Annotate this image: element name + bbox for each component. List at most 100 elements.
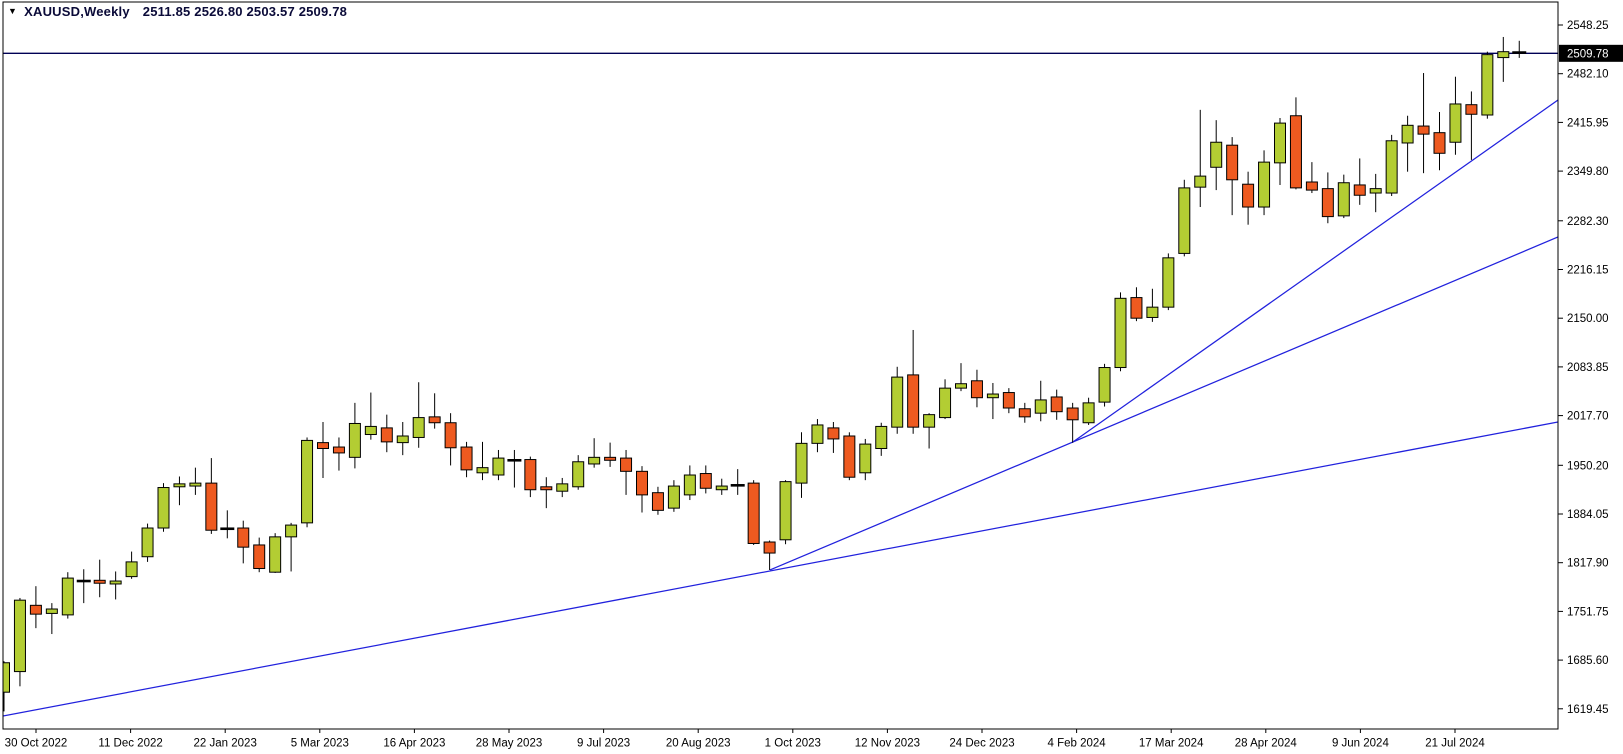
candle (651, 486, 664, 515)
candle-body (141, 527, 154, 558)
date-axis-label: 28 Apr 2024 (1235, 738, 1298, 750)
candle-body (93, 579, 106, 584)
candle-body (683, 474, 696, 496)
candle (955, 363, 967, 392)
ohlc-readout: 2511.85 2526.80 2503.57 2509.78 (142, 4, 348, 19)
candle-body (1034, 399, 1047, 414)
candle-body (285, 524, 298, 538)
candle-body (1337, 182, 1350, 217)
candle (460, 441, 473, 478)
candle (332, 437, 345, 471)
candle (572, 455, 585, 490)
candle-body (651, 492, 664, 511)
price-axis-label: 1751.75 (1567, 606, 1609, 618)
candle (763, 540, 776, 570)
candle-body (1289, 115, 1302, 189)
candle-body (1433, 132, 1446, 154)
candle-body (1401, 124, 1414, 144)
candle (540, 477, 553, 509)
candle-body (843, 435, 856, 478)
candle (173, 476, 186, 506)
date-axis-label: 30 Oct 2022 (5, 738, 68, 750)
candle-body (317, 442, 329, 450)
candle (3, 661, 10, 712)
candle-body (667, 485, 680, 509)
candle (699, 465, 712, 494)
candle-body (1481, 54, 1494, 116)
candle (1226, 137, 1239, 216)
candle (923, 413, 936, 449)
candle-body (269, 536, 282, 573)
candle-body (1146, 306, 1159, 318)
candle (93, 559, 106, 598)
candle-body (763, 541, 776, 554)
candle (636, 466, 648, 513)
candle-body (380, 427, 393, 443)
candle-body (189, 482, 202, 487)
candle-body (237, 527, 250, 548)
candle (507, 449, 522, 488)
candle (1497, 36, 1510, 82)
trendline-2[interactable] (769, 236, 1558, 571)
candle (237, 520, 250, 564)
candle (317, 422, 329, 478)
candle (76, 569, 91, 604)
candle-body (396, 435, 409, 444)
candle (380, 414, 393, 453)
candle-body (779, 481, 792, 541)
symbol-dropdown-icon[interactable]: ▼ (8, 5, 18, 16)
price-tag-bg (1559, 44, 1623, 62)
trendline-3[interactable] (1071, 99, 1558, 444)
time-axis[interactable]: 30 Oct 2022 11 Dec 2022 22 Jan 2023 5 Mar 2… (5, 729, 1486, 750)
candle-body (1114, 297, 1127, 369)
candle (1242, 171, 1255, 225)
candle (730, 469, 745, 495)
candle (1417, 73, 1430, 174)
candle (604, 442, 617, 467)
candle (524, 456, 537, 498)
date-axis-label: 11 Dec 2022 (98, 738, 162, 750)
candle-body (636, 470, 648, 496)
candle (412, 382, 425, 448)
candle-body (907, 374, 920, 428)
price-axis-label: 2017.70 (1567, 411, 1609, 423)
candle-body (986, 393, 999, 399)
candle (939, 379, 952, 420)
candle-body (1417, 125, 1430, 135)
candle-body (1274, 122, 1286, 164)
candle (1353, 158, 1366, 205)
plot-area[interactable] (0, 36, 1558, 717)
date-axis-label: 28 May 2023 (476, 738, 543, 750)
candle-body (1066, 407, 1079, 421)
price-axis-label: 1950.20 (1567, 460, 1609, 472)
trendline-1[interactable] (3, 421, 1558, 717)
candle (428, 393, 441, 429)
candle-body (891, 376, 904, 428)
candle (29, 586, 42, 629)
candle-body (173, 483, 186, 488)
date-axis-label: 1 Oct 2023 (765, 738, 821, 750)
price-axis[interactable]: 2548.25 2482.10 2415.95 2349.80 2282.30 2216.… (1558, 20, 1609, 716)
candle-body (827, 427, 840, 440)
candle (1130, 287, 1143, 322)
candle (1034, 380, 1047, 422)
candle (1369, 173, 1382, 213)
candle (1082, 397, 1095, 425)
candle (556, 477, 569, 498)
candle (1178, 179, 1191, 257)
candle (620, 449, 633, 495)
candle (157, 483, 170, 532)
candle-body (1449, 103, 1462, 143)
candle (1289, 97, 1302, 190)
date-axis-label: 17 Mar 2024 (1139, 738, 1204, 750)
candle (891, 366, 904, 434)
candle-body (620, 457, 633, 472)
candle-body (125, 561, 138, 578)
price-axis-label: 2150.00 (1567, 313, 1609, 325)
candle-body (556, 483, 569, 492)
candle-body (540, 486, 553, 491)
candle (843, 432, 856, 481)
candle (492, 449, 505, 481)
candle (1305, 162, 1318, 194)
